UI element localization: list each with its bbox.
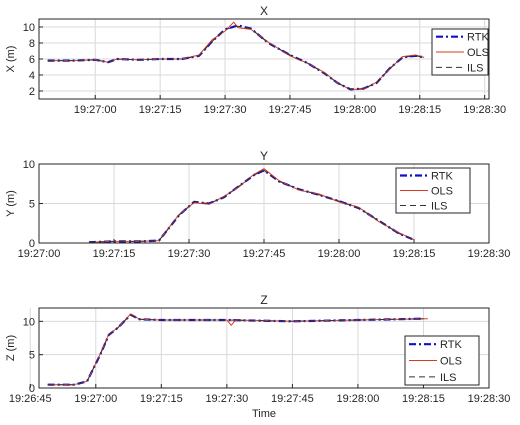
x-tick-label: 19:27:30 xyxy=(168,248,211,260)
x-tick-label: 19:27:00 xyxy=(74,393,117,405)
y-axis-label: X (m) xyxy=(5,46,17,73)
plot-frame xyxy=(38,307,490,389)
y-tick-label: 10 xyxy=(23,159,35,171)
x-tick-label: 19:28:00 xyxy=(337,393,380,405)
x-tick-label: 19:28:15 xyxy=(402,393,445,405)
x-tick-label: 19:28:30 xyxy=(468,393,511,405)
series-ils-line xyxy=(47,314,424,386)
x-tick-label: 19:27:30 xyxy=(204,104,247,116)
y-axis-label: Z (m) xyxy=(5,335,17,361)
chart-0: 19:27:00 19:27:15 19:27:30 19:27:45 19:28:00… xyxy=(5,4,506,116)
x-tick-label: 19:27:15 xyxy=(93,248,136,260)
legend-label-ols: OLS xyxy=(440,356,462,368)
x-tick-label: 19:28:30 xyxy=(468,248,511,260)
legend-label-rtk: RTK xyxy=(431,171,453,183)
chart-2: 19:26:45 19:27:00 19:27:15 19:27:30 19:27:45… xyxy=(5,293,510,420)
x-tick-label: 19:27:45 xyxy=(271,393,314,405)
y-tick-label: 0 xyxy=(29,238,35,250)
legend: RTK OLS ILS xyxy=(395,167,471,214)
chart-title: Y xyxy=(260,149,268,163)
y-tick-label: 5 xyxy=(29,350,35,362)
x-tick-label: 19:26:45 xyxy=(9,393,52,405)
x-tick-label: 19:27:15 xyxy=(140,393,183,405)
x-axis-label: Time xyxy=(252,408,276,420)
x-tick-label: 19:27:00 xyxy=(74,104,117,116)
series-ils-line xyxy=(47,25,425,90)
y-tick-label: 2 xyxy=(29,86,35,98)
legend: RTK OLS ILS xyxy=(404,335,480,386)
y-tick-label: 6 xyxy=(29,54,35,66)
legend-label-ols: OLS xyxy=(467,47,489,59)
legend-label-ils: ILS xyxy=(440,372,457,384)
x-tick-label: 19:28:15 xyxy=(393,248,436,260)
y-tick-label: 5 xyxy=(29,199,35,211)
x-tick-label: 19:27:45 xyxy=(269,104,312,116)
x-tick-label: 19:27:15 xyxy=(139,104,182,116)
y-tick-label: 0 xyxy=(29,383,35,395)
legend: RTK OLS ILS xyxy=(431,28,489,76)
x-tick-label: 19:27:30 xyxy=(205,393,248,405)
series-ils-line xyxy=(88,169,415,243)
legend-label-rtk: RTK xyxy=(467,32,489,44)
plot-frame xyxy=(38,163,490,244)
x-tick-label: 19:28:30 xyxy=(463,104,506,116)
y-tick-label: 8 xyxy=(29,38,35,50)
x-tick-label: 19:28:00 xyxy=(333,104,376,116)
x-tick-label: 19:27:00 xyxy=(18,248,61,260)
y-axis-label: Y (m) xyxy=(5,190,17,217)
chart-title: X xyxy=(260,4,268,18)
y-tick-label: 10 xyxy=(23,316,35,328)
y-tick-label: 4 xyxy=(29,70,35,82)
x-tick-label: 19:28:00 xyxy=(318,248,361,260)
legend-label-ils: ILS xyxy=(431,201,448,213)
y-tick-label: 10 xyxy=(23,22,35,34)
chart-title: Z xyxy=(260,293,267,307)
legend-label-rtk: RTK xyxy=(440,339,462,351)
x-tick-label: 19:27:45 xyxy=(243,248,286,260)
legend-label-ols: OLS xyxy=(431,186,453,198)
chart-1: 19:27:00 19:27:15 19:27:30 19:27:45 19:28:00… xyxy=(5,149,510,260)
x-tick-label: 19:28:15 xyxy=(398,104,441,116)
plot-frame xyxy=(38,18,490,100)
legend-label-ils: ILS xyxy=(467,62,484,74)
